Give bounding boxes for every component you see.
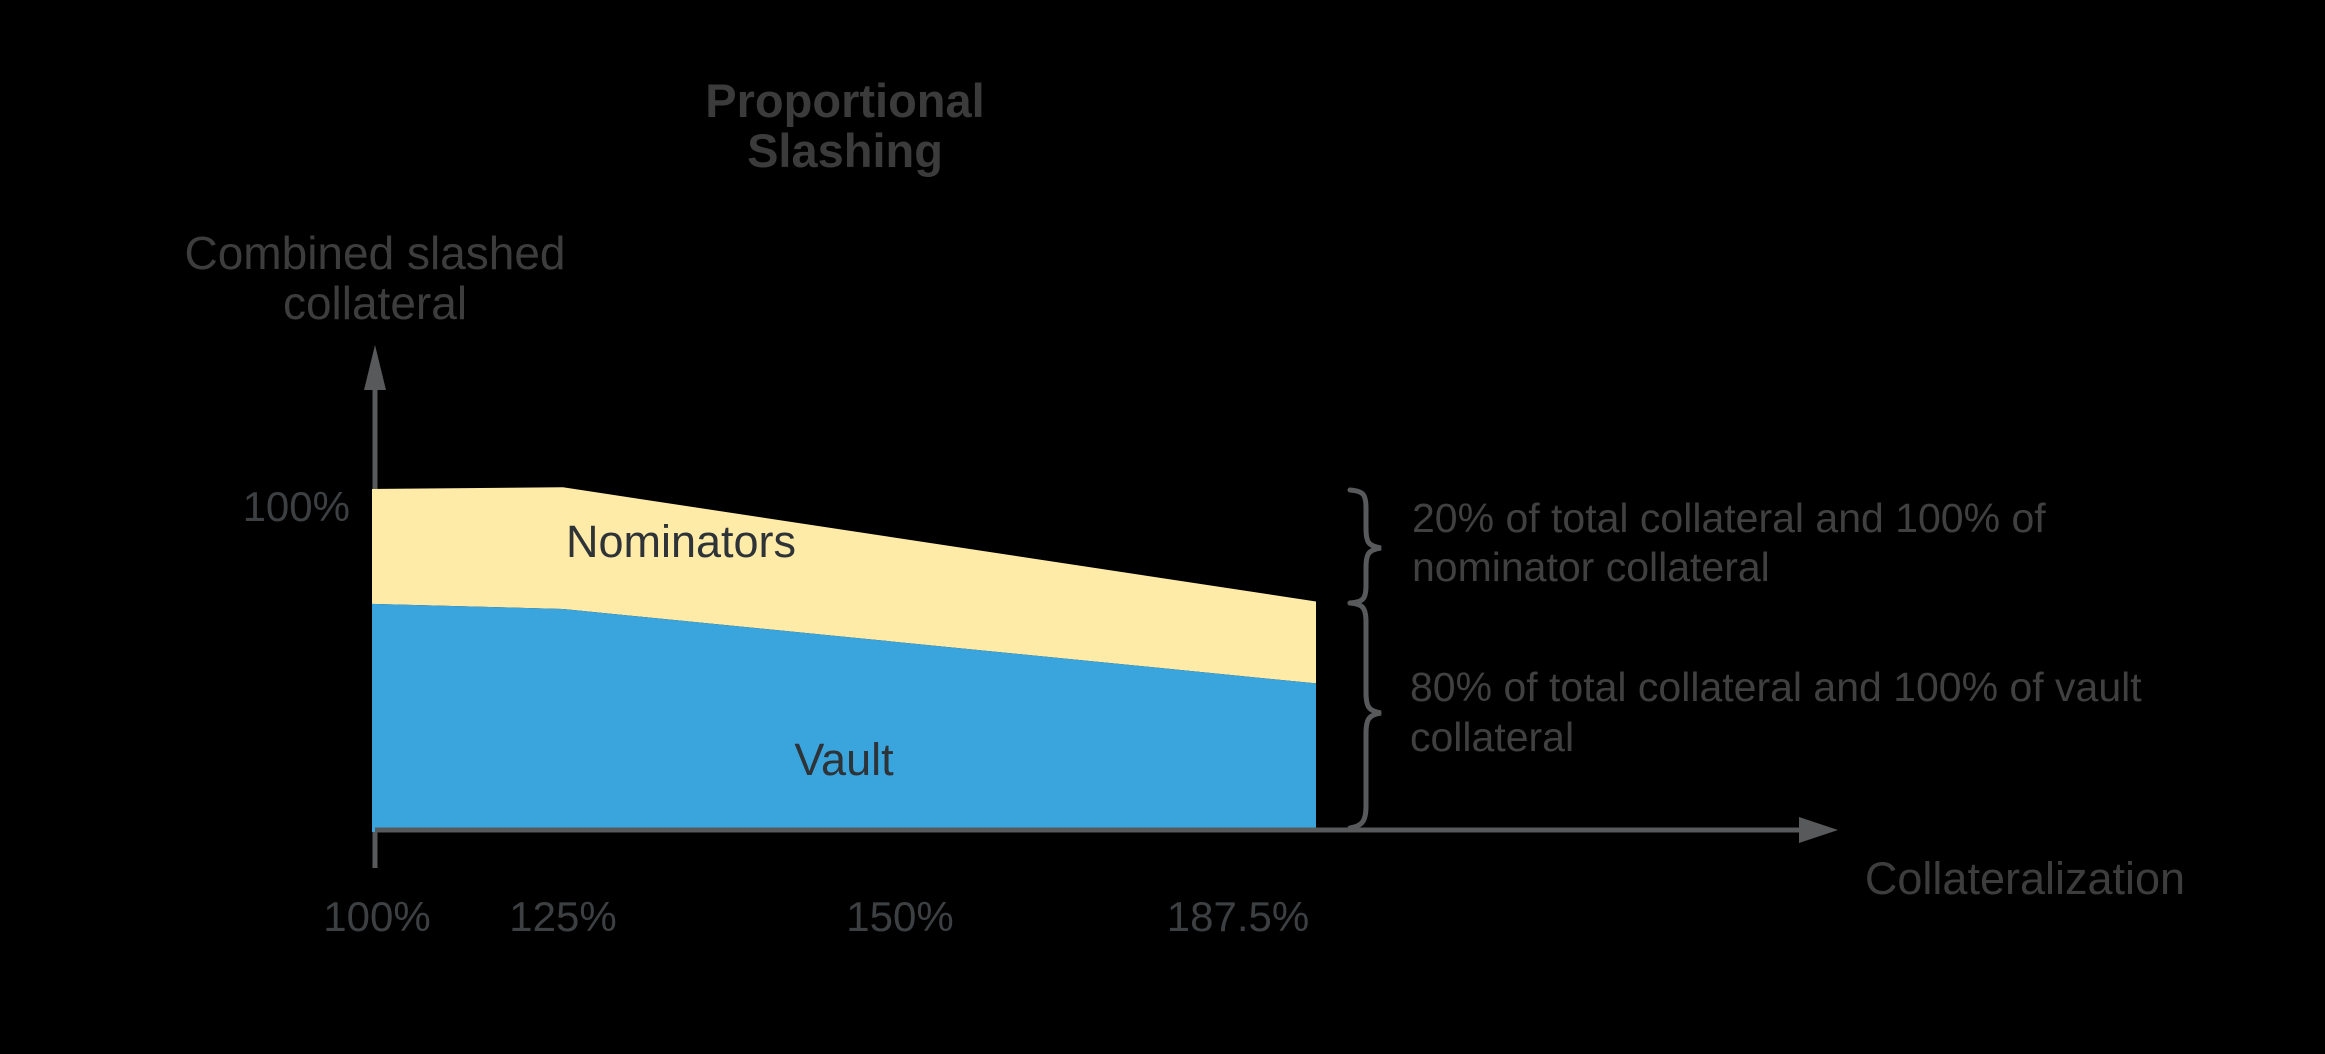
y-axis-arrowhead-icon — [364, 345, 386, 390]
chart-title-line-1: Proportional — [705, 74, 985, 127]
nominators-brace-icon — [1347, 487, 1382, 606]
y-axis-title-line-1: Combined slashed — [184, 227, 566, 279]
vault-annotation-line-2: collateral — [1410, 714, 1575, 760]
chart-title-line-2: Slashing — [747, 124, 943, 177]
y-tick-100: 100% — [242, 483, 350, 530]
nominators-annotation-line-1: 20% of total collateral and 100% of — [1412, 495, 2046, 541]
vault-area — [372, 603, 1316, 832]
y-axis-title-line-2: collateral — [282, 277, 468, 329]
x-axis-arrowhead-icon — [1799, 817, 1838, 843]
x-axis-title: Collateralization — [1864, 853, 2186, 904]
x-tick-187-5: 187.5% — [1166, 893, 1310, 940]
x-tick-100: 100% — [323, 893, 431, 940]
vault-annotation-line-1: 80% of total collateral and 100% of vaul… — [1410, 664, 2142, 710]
vault-label: Vault — [794, 734, 894, 785]
nominators-annotation-line-2: nominator collateral — [1412, 544, 1770, 590]
nominators-area — [372, 487, 1316, 684]
x-tick-150: 150% — [846, 893, 954, 940]
vault-brace-icon — [1347, 600, 1382, 831]
nominators-label: Nominators — [565, 516, 797, 567]
x-tick-125: 125% — [509, 893, 617, 940]
